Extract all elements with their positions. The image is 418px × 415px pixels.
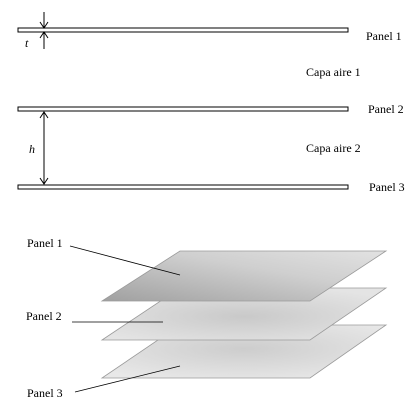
panel-1-label: Panel 1 <box>366 29 402 43</box>
panel-2-section <box>17 106 349 112</box>
gap-dimension <box>39 111 49 185</box>
panel-1-section <box>17 27 349 33</box>
panel-1-leader <box>69 245 181 276</box>
panel-3-section <box>17 184 349 190</box>
air-layer-1-label: Capa aire 1 <box>306 65 361 79</box>
perspective-view: Panel 1 Panel 2 Panel 3 <box>26 236 388 400</box>
panel-1-callout: Panel 1 <box>27 236 63 250</box>
air-layer-2-label: Capa aire 2 <box>306 141 361 155</box>
section-view: t h Panel 1 Panel 2 Panel 3 Capa aire 1 … <box>17 12 405 194</box>
thickness-symbol: t <box>25 36 29 50</box>
panel-2-callout: Panel 2 <box>26 309 62 323</box>
thickness-dimension <box>39 12 49 49</box>
panel-3-label: Panel 3 <box>369 180 405 194</box>
gap-symbol: h <box>29 142 35 156</box>
callout-lines <box>69 245 181 393</box>
panel-2-label: Panel 2 <box>368 102 404 116</box>
panel-3-callout: Panel 3 <box>27 386 63 400</box>
panel-3-leader <box>74 365 181 393</box>
panel-1-plane <box>100 250 388 302</box>
